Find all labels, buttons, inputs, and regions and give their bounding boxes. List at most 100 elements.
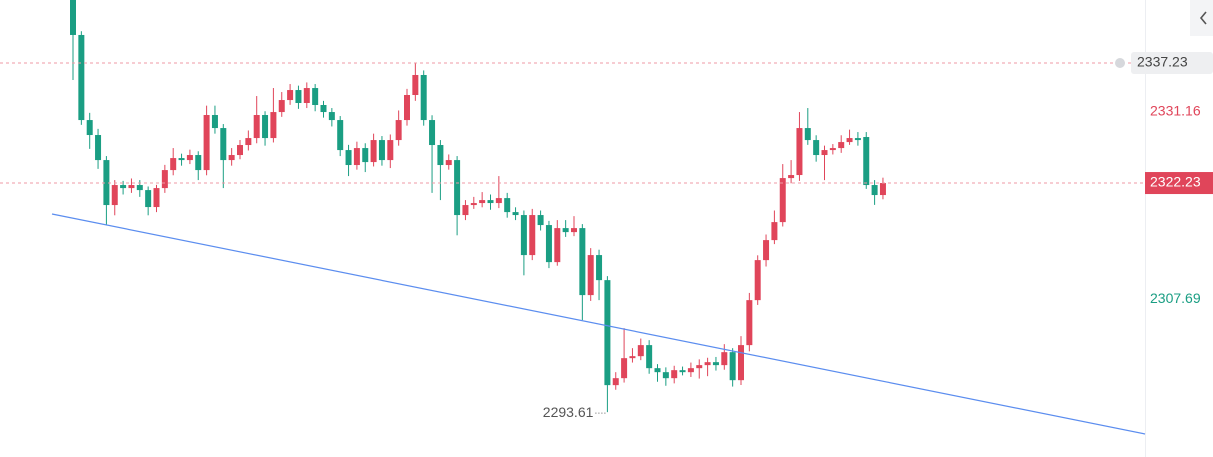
candle-body [303,88,310,104]
candle-body [220,128,227,161]
candle-body [404,95,410,121]
candle-body [779,178,786,223]
candle-body [412,74,419,96]
candle-body [754,260,761,301]
candle-body [654,368,661,373]
candle-body [562,228,569,233]
candle-body [370,140,377,163]
candle-body [671,370,678,379]
candle-body [270,112,277,139]
candle-body [537,215,544,226]
candle-body [738,345,744,381]
candle-body [479,200,486,204]
candle-body [596,255,603,281]
candle-body [871,185,878,196]
candle-body [579,228,586,296]
candle-body [420,74,427,121]
candle-body [337,120,344,151]
candle-body [178,158,185,161]
candle-body [571,228,577,233]
candle-body [687,368,694,373]
candle-body [554,228,561,263]
candle-body [629,356,636,359]
candle-body [70,0,76,35]
candle-body [512,212,519,216]
candle-body [237,145,243,156]
candle-body [763,240,770,261]
candle-body [813,140,820,156]
candle-body [186,155,193,161]
candle-body [729,352,736,381]
candle-body [395,120,402,141]
alert-label[interactable]: 2337.23 [1137,54,1188,70]
candle-body [362,148,369,163]
candle-body [103,160,110,206]
candle-body [804,128,811,141]
candle-body [153,188,160,208]
candle-body [679,370,686,373]
candle-body [746,300,753,346]
candle-body [721,352,728,366]
candle-body [704,362,711,366]
candle-body [328,112,335,121]
candle-body [587,255,594,296]
candle-body [696,365,703,369]
collapse-button[interactable] [1190,0,1213,36]
candle-body [203,115,210,171]
low-label: 2293.61 [543,404,594,420]
alert-label-bg[interactable] [1131,51,1213,74]
candle-body [320,105,327,113]
candle-body [646,345,653,369]
trend-line[interactable] [51,213,1146,435]
candle-body [520,215,527,256]
candle-body [437,145,444,166]
candle-body [161,170,168,189]
plot-area: 2293.61 [0,0,1145,420]
candle-body [86,120,93,136]
candle-body [821,150,828,156]
candle-body [95,135,102,161]
candle-body [470,203,477,206]
price-label: 2331.16 [1150,102,1201,118]
candle-body [353,148,360,166]
price-label: 2307.69 [1150,290,1201,306]
candle-body [879,183,886,196]
candle-body [228,155,235,161]
candle-body [829,148,836,151]
candle-body [863,137,870,186]
candle-body [170,158,177,171]
candle-body [662,372,669,379]
candle-body [637,345,644,357]
chevron-icon[interactable] [1199,11,1207,25]
candle-body [278,100,285,113]
candle-body [195,155,202,171]
candle-body [287,90,294,101]
candle-body [796,128,803,176]
candle-body [621,358,628,379]
candle-body [211,115,218,129]
candle-body [245,138,252,146]
candle-body [529,215,536,256]
candle-body [545,225,552,263]
candle-body [604,280,611,386]
candle-body [771,222,778,241]
candle-body [846,138,853,143]
last-price-label: 2322.23 [1150,174,1201,190]
candle-body [445,160,452,166]
price-axis: 2337.23 2322.23 2331.16 2307.69 [1115,51,1213,306]
candle-body [136,185,143,191]
candle-body [454,160,461,216]
candle-body [788,175,795,179]
candle-body [429,120,436,146]
candle-body [838,142,845,149]
candle-body [262,115,269,139]
candle-body [387,140,394,161]
last-price-bg [1145,172,1213,195]
candle-body [78,34,85,121]
candle-body [495,198,502,204]
alert-bell-icon[interactable] [1115,57,1125,68]
candle-body [712,362,719,366]
candle-body [295,90,302,104]
